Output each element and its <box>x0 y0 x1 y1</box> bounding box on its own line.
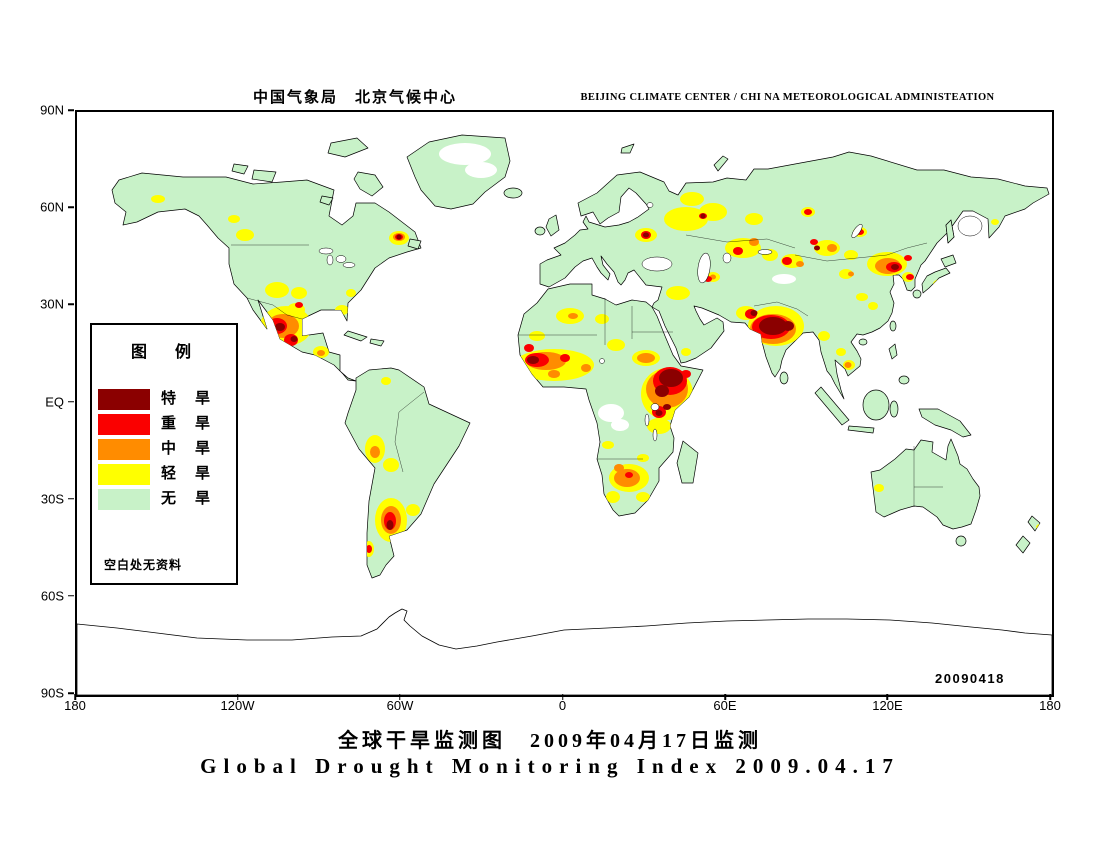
world-map-frame <box>75 110 1054 697</box>
lat-label: EQ <box>45 394 64 409</box>
legend-label-none: 无 旱 <box>161 491 213 507</box>
world-drought-map <box>77 134 1052 695</box>
no-data-patches <box>439 143 796 431</box>
legend-swatch-light <box>98 464 150 485</box>
longitude-axis: 180 120W 60W 0 60E 120E 180 <box>64 698 1061 714</box>
drought-shading <box>151 192 1044 557</box>
legend-label-severe: 重 旱 <box>161 416 213 432</box>
legend-rows: 特 旱 重 旱 中 旱 轻 旱 无 旱 <box>92 389 236 510</box>
lat-label: 30S <box>40 491 64 507</box>
header-title-en: BEIJING CLIMATE CENTER / CHI NA METEOROL… <box>580 92 995 103</box>
lon-label: 120W <box>220 698 255 713</box>
lon-label: 180 <box>64 698 86 713</box>
legend-item-extreme: 特 旱 <box>98 389 236 410</box>
legend-swatch-severe <box>98 414 150 435</box>
legend-item-none: 无 旱 <box>98 489 236 510</box>
water-bodies-layer <box>318 202 983 442</box>
lon-label: 60W <box>386 698 414 713</box>
lat-label: 60S <box>40 588 64 604</box>
legend-note: 空白处无资料 <box>104 558 183 572</box>
country-borders-layer <box>231 234 943 507</box>
legend-item-severe: 重 旱 <box>98 414 236 435</box>
legend-item-light: 轻 旱 <box>98 464 236 485</box>
legend-item-moderate: 中 旱 <box>98 439 236 460</box>
lat-label: 60N <box>40 199 64 215</box>
legend-swatch-none <box>98 489 150 510</box>
lon-label: 0 <box>558 698 567 713</box>
antarctica <box>77 608 1052 695</box>
footer-title-en: Global Drought Monitoring Index 2009.04.… <box>200 754 900 778</box>
legend-box: 图 例 特 旱 重 旱 中 旱 轻 旱 无 旱 空白处无资料 <box>90 323 238 585</box>
lat-label: 90N <box>40 102 64 118</box>
legend-label-extreme: 特 旱 <box>161 391 213 407</box>
lon-label: 60E <box>713 698 737 713</box>
footer-title-cn: 全球干旱监测图 2009年04月17日监测 <box>338 730 762 752</box>
legend-label-light: 轻 旱 <box>161 466 213 482</box>
header-title-cn: 中国气象局 北京气候中心 <box>252 90 457 106</box>
longitude-ticks <box>74 694 1051 700</box>
latitude-axis: 90N 60N 30N EQ 30S 60S 90S <box>0 103 70 701</box>
lon-label: 120E <box>872 698 903 713</box>
legend-title: 图 例 <box>130 344 197 361</box>
lat-label: 90S <box>40 685 64 701</box>
map-datestamp: 20090418 <box>935 671 1005 686</box>
lon-label: 180 <box>1039 698 1061 713</box>
legend-swatch-moderate <box>98 439 150 460</box>
drought-extreme-layer <box>275 213 899 530</box>
legend-label-moderate: 中 旱 <box>161 441 213 457</box>
lat-label: 30N <box>40 296 64 312</box>
legend-swatch-extreme <box>98 389 150 410</box>
latitude-ticks <box>68 109 74 694</box>
